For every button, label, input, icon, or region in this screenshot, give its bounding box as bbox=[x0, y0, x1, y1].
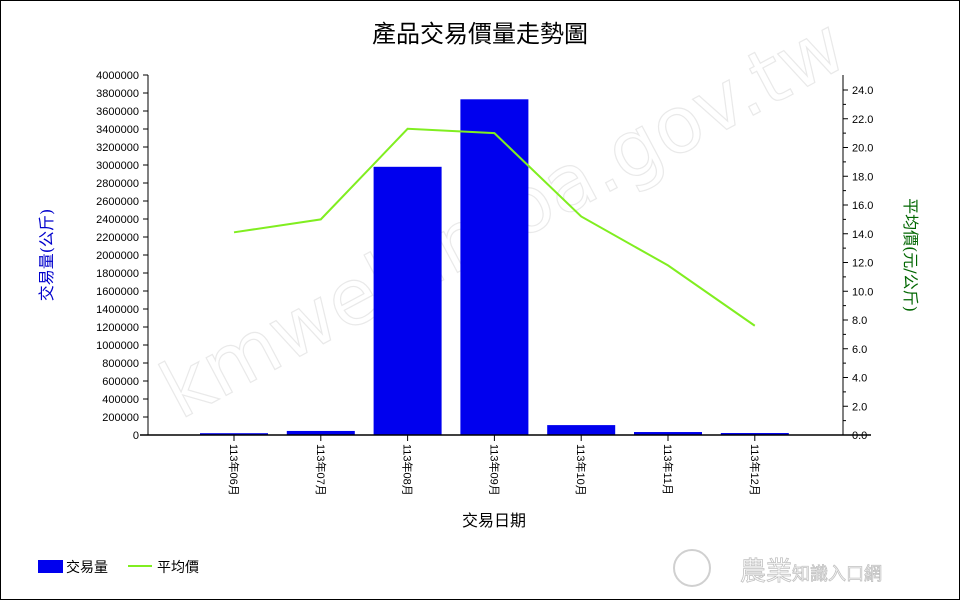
y-tick-label: 2800000 bbox=[96, 178, 139, 190]
y-tick-label: 1400000 bbox=[96, 304, 139, 316]
y2-tick-label: 22.0 bbox=[852, 114, 873, 126]
logo: 農業知識入口網 bbox=[673, 549, 882, 587]
y-tick-label: 3600000 bbox=[96, 106, 139, 118]
y2-tick-label: 18.0 bbox=[852, 171, 873, 183]
x-tick-label: 113年07月 bbox=[314, 444, 328, 496]
logo-text: 農業知識入口網 bbox=[740, 557, 882, 587]
bar bbox=[547, 425, 616, 435]
y2-axis-label: 平均價(元/公斤) bbox=[901, 198, 920, 312]
y2-tick-label: 10.0 bbox=[852, 286, 873, 298]
logo-icon bbox=[673, 549, 711, 587]
x-tick-label: 113年12月 bbox=[748, 444, 762, 496]
y-tick-label: 400000 bbox=[102, 394, 139, 406]
y-tick-label: 200000 bbox=[102, 412, 139, 424]
legend: 交易量 平均價 bbox=[38, 559, 199, 576]
y-tick-label: 2600000 bbox=[96, 196, 139, 208]
x-tick-label: 113年06月 bbox=[227, 444, 241, 496]
x-tick-label: 113年08月 bbox=[401, 444, 415, 496]
series-line-avg-price bbox=[233, 127, 756, 327]
y2-tick-label: 16.0 bbox=[852, 200, 873, 212]
y-tick-label: 3800000 bbox=[96, 88, 139, 100]
y2-tick-label: 24.0 bbox=[852, 85, 873, 97]
y2-tick-label: 0.0 bbox=[852, 430, 867, 442]
y-tick-label: 3200000 bbox=[96, 142, 139, 154]
bar bbox=[200, 433, 268, 435]
y-tick-label: 1800000 bbox=[96, 268, 139, 280]
y-tick-label: 2000000 bbox=[96, 250, 139, 262]
legend-label-price: 平均價 bbox=[157, 559, 199, 576]
y-tick-label: 3000000 bbox=[96, 160, 139, 172]
x-axis-label: 交易日期 bbox=[462, 511, 526, 530]
y-tick-label: 2200000 bbox=[96, 232, 139, 244]
bar bbox=[373, 166, 442, 436]
y-tick-label: 4000000 bbox=[96, 70, 139, 82]
y-axis-label: 交易量(公斤) bbox=[37, 209, 56, 302]
y-tick-label: 1000000 bbox=[96, 340, 139, 352]
y-tick-label: 2400000 bbox=[96, 214, 139, 226]
bar bbox=[460, 99, 529, 436]
legend-swatch-volume bbox=[38, 560, 63, 573]
y2-tick-label: 12.0 bbox=[852, 258, 873, 270]
y2-tick-label: 4.0 bbox=[852, 373, 867, 385]
y2-tick-label: 8.0 bbox=[852, 315, 867, 327]
y2-tick-label: 20.0 bbox=[852, 143, 873, 155]
y-tick-label: 600000 bbox=[102, 376, 139, 388]
chart-title: 產品交易價量走勢圖 bbox=[372, 20, 588, 48]
legend-label-volume: 交易量 bbox=[66, 559, 108, 576]
y-tick-label: 1600000 bbox=[96, 286, 139, 298]
bar bbox=[720, 433, 789, 435]
y-tick-label: 3400000 bbox=[96, 124, 139, 136]
y-tick-label: 800000 bbox=[102, 358, 139, 370]
y-tick-label: 0 bbox=[133, 430, 139, 442]
y2-tick-label: 14.0 bbox=[852, 229, 873, 241]
bar bbox=[286, 430, 355, 435]
y2-tick-label: 6.0 bbox=[852, 344, 867, 356]
y2-tick-label: 2.0 bbox=[852, 401, 867, 413]
y-tick-label: 1200000 bbox=[96, 322, 139, 334]
x-tick-label: 113年09月 bbox=[487, 444, 501, 496]
x-tick-label: 113年10月 bbox=[574, 444, 588, 496]
bar bbox=[634, 432, 702, 435]
x-tick-label: 113年11月 bbox=[661, 444, 675, 495]
